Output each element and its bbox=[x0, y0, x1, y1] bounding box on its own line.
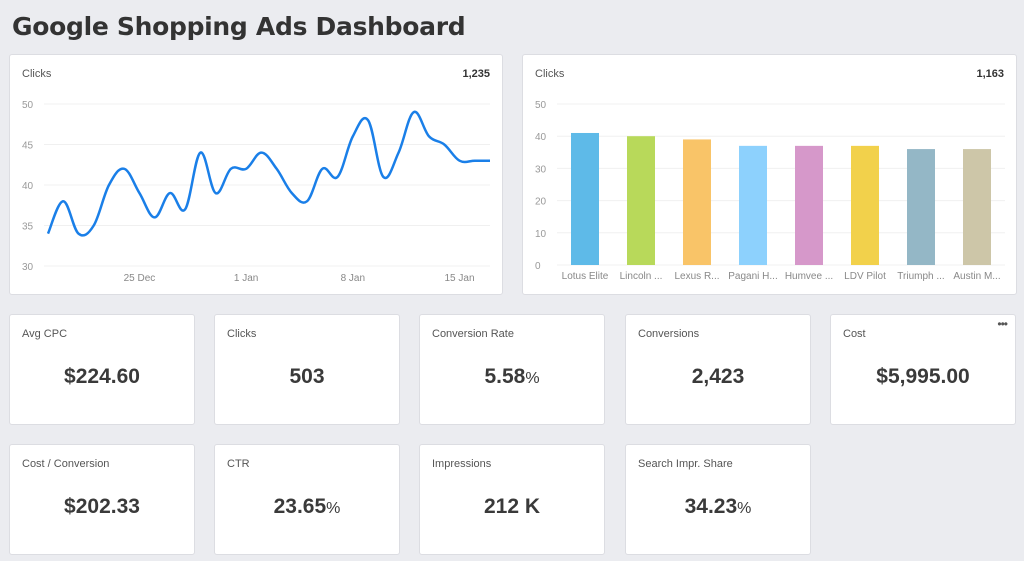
x-tick-label: Lexus R... bbox=[674, 271, 719, 282]
kpi-value: $202.33 bbox=[10, 495, 194, 519]
y-tick-label: 50 bbox=[535, 100, 547, 111]
kpi-label: Conversions bbox=[638, 328, 700, 340]
bar bbox=[907, 149, 935, 265]
kpi-card: Cost $5,995.00 ••• bbox=[830, 314, 1016, 425]
kpi-value-text: $224.60 bbox=[64, 365, 140, 388]
x-tick-label: Austin M... bbox=[953, 271, 1000, 282]
kpi-value-text: 5.58 bbox=[484, 365, 526, 388]
x-tick-label: Humvee ... bbox=[785, 271, 833, 282]
bar bbox=[739, 145, 767, 265]
y-tick-label: 40 bbox=[535, 132, 547, 143]
x-tick-label: 25 Dec bbox=[124, 273, 156, 284]
kpi-card: Conversions 2,423 bbox=[625, 314, 811, 425]
kpi-value-text: 212 K bbox=[483, 495, 541, 518]
x-tick-label: Lincoln ... bbox=[620, 271, 663, 282]
bar bbox=[683, 139, 711, 265]
card-title: Clicks bbox=[535, 68, 565, 80]
x-tick-label: Pagani H... bbox=[728, 271, 777, 282]
kpi-value: 212 K bbox=[420, 495, 604, 519]
kpi-value-text: $202.33 bbox=[64, 495, 140, 518]
line-chart: 30 35 40 45 50 25 Dec 1 Jan 8 Jan 15 Jan bbox=[22, 100, 490, 284]
more-options-icon[interactable]: ••• bbox=[997, 317, 1008, 331]
y-tick-label: 45 bbox=[22, 141, 34, 152]
bar bbox=[851, 145, 879, 265]
kpi-card: Clicks 503 bbox=[214, 314, 400, 425]
y-tick-label: 30 bbox=[22, 262, 34, 273]
kpi-value: 2,423 bbox=[626, 365, 810, 389]
x-tick-label: Triumph ... bbox=[897, 271, 944, 282]
kpi-value-text: 23.65 bbox=[273, 495, 327, 518]
kpi-value: $5,995.00 bbox=[831, 365, 1015, 389]
x-tick-label: 15 Jan bbox=[445, 273, 475, 284]
x-tick-label: LDV Pilot bbox=[844, 271, 886, 282]
y-tick-label: 35 bbox=[22, 222, 34, 233]
card-title: Clicks bbox=[22, 68, 52, 80]
kpi-card: Impressions 212 K bbox=[419, 444, 605, 555]
y-tick-label: 10 bbox=[535, 229, 547, 240]
bar bbox=[627, 136, 655, 265]
y-tick-label: 0 bbox=[535, 261, 541, 272]
x-tick-label: Lotus Elite bbox=[562, 271, 609, 282]
kpi-label: Avg CPC bbox=[22, 328, 68, 340]
bar-chart-card: Clicks 1,163 0 10 20 30 40 50 Lotus Elite Linco… bbox=[522, 54, 1017, 295]
kpi-label: Search Impr. Share bbox=[638, 458, 733, 470]
kpi-card: Cost / Conversion $202.33 bbox=[9, 444, 195, 555]
page-title: Google Shopping Ads Dashboard bbox=[12, 12, 466, 41]
kpi-label: Cost bbox=[843, 328, 866, 340]
kpi-label: Clicks bbox=[227, 328, 257, 340]
y-tick-label: 20 bbox=[535, 197, 547, 208]
kpi-value: 503 bbox=[215, 365, 399, 389]
kpi-card: Avg CPC $224.60 bbox=[9, 314, 195, 425]
kpi-label: Impressions bbox=[432, 458, 492, 470]
y-tick-label: 40 bbox=[22, 181, 34, 192]
kpi-value: $224.60 bbox=[10, 365, 194, 389]
kpi-label: Cost / Conversion bbox=[22, 458, 110, 470]
kpi-label: Conversion Rate bbox=[432, 328, 514, 340]
kpi-value: 34.23% bbox=[626, 495, 810, 519]
y-tick-label: 50 bbox=[22, 100, 34, 111]
kpi-value-text: 2,423 bbox=[691, 365, 745, 388]
y-tick-label: 30 bbox=[535, 164, 547, 175]
kpi-suffix: % bbox=[326, 500, 341, 517]
kpi-value-text: $5,995.00 bbox=[876, 365, 970, 388]
clicks-line bbox=[46, 110, 490, 237]
kpi-value: 23.65% bbox=[215, 495, 399, 519]
bar bbox=[571, 132, 599, 265]
card-total: 1,163 bbox=[976, 68, 1004, 80]
kpi-value-text: 503 bbox=[289, 365, 325, 388]
bar bbox=[963, 149, 991, 265]
x-tick-label: 8 Jan bbox=[341, 273, 365, 284]
x-tick-label: 1 Jan bbox=[234, 273, 258, 284]
bar-chart: 0 10 20 30 40 50 Lotus Elite Lincoln ... Lexus R… bbox=[535, 100, 1005, 282]
bar bbox=[795, 145, 823, 265]
kpi-suffix: % bbox=[737, 500, 752, 517]
kpi-card: Search Impr. Share 34.23% bbox=[625, 444, 811, 555]
kpi-suffix: % bbox=[525, 370, 540, 387]
kpi-card: CTR 23.65% bbox=[214, 444, 400, 555]
kpi-value: 5.58% bbox=[420, 365, 604, 389]
card-total: 1,235 bbox=[462, 68, 490, 80]
kpi-card: Conversion Rate 5.58% bbox=[419, 314, 605, 425]
kpi-label: CTR bbox=[227, 458, 250, 470]
kpi-value-text: 34.23 bbox=[684, 495, 738, 518]
line-chart-card: Clicks 1,235 30 35 40 45 50 25 Dec 1 Jan 8 Jan 1… bbox=[9, 54, 503, 295]
